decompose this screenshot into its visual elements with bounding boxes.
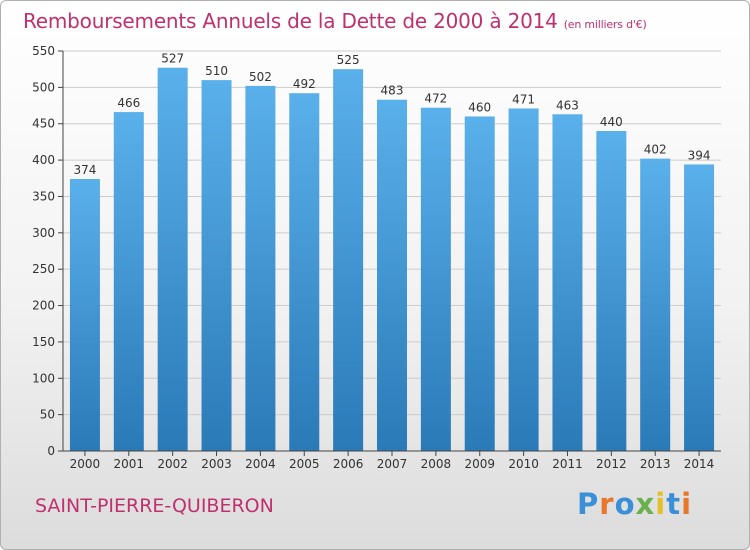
- bar: [552, 114, 583, 451]
- logo-letter: t: [666, 487, 682, 521]
- bar-value-label: 527: [161, 52, 184, 66]
- bar: [333, 69, 364, 451]
- x-tick-label: 2014: [684, 457, 715, 471]
- x-tick-label: 2008: [421, 457, 452, 471]
- bar-value-label: 402: [644, 143, 667, 157]
- bar: [420, 107, 451, 452]
- y-tick-label: 0: [47, 444, 55, 458]
- x-tick-label: 2013: [640, 457, 671, 471]
- x-tick-label: 2002: [157, 457, 188, 471]
- y-tick-label: 450: [32, 117, 55, 131]
- bar: [508, 108, 539, 452]
- bar: [113, 112, 144, 451]
- x-tick-label: 2004: [245, 457, 276, 471]
- x-tick-label: 2001: [114, 457, 145, 471]
- bar-value-label: 466: [117, 96, 140, 110]
- x-tick-label: 2010: [508, 457, 539, 471]
- bar-value-label: 502: [249, 70, 272, 84]
- y-tick-label: 500: [32, 80, 55, 94]
- bar: [684, 164, 715, 452]
- logo-letter: i: [655, 487, 667, 521]
- bar: [245, 85, 276, 451]
- bar: [69, 179, 100, 451]
- bar: [464, 116, 495, 452]
- chart-title: Remboursements Annuels de la Dette de 20…: [23, 9, 647, 33]
- bar-value-label: 463: [556, 98, 579, 112]
- bar-value-label: 460: [468, 100, 491, 114]
- axes: 0 50 100 150 200 250 300 350 400 450 500 550 2000 200…: [32, 44, 721, 471]
- bar: [640, 158, 671, 452]
- y-tick-label: 200: [32, 299, 55, 313]
- y-tick-label: 100: [32, 371, 55, 385]
- x-tick-label: 2006: [333, 457, 364, 471]
- logo-letter: o: [614, 487, 636, 521]
- logo-letter: x: [635, 487, 656, 521]
- y-tick-label: 250: [32, 262, 55, 276]
- chart-subtitle: (en milliers d'€): [563, 18, 647, 31]
- y-tick-label: 400: [32, 153, 55, 167]
- proxiti-logo[interactable]: Proxiti: [577, 487, 692, 521]
- x-tick-label: 2003: [201, 457, 232, 471]
- x-tick-label: 2009: [464, 457, 495, 471]
- bar: [157, 67, 188, 452]
- x-tick-label: 2007: [377, 457, 408, 471]
- x-tick-label: 2012: [596, 457, 627, 471]
- bar: [201, 80, 232, 451]
- y-tick-label: 350: [32, 189, 55, 203]
- y-tick-label: 300: [32, 226, 55, 240]
- bar-value-label: 525: [337, 53, 360, 67]
- bar-value-label: 471: [512, 92, 535, 106]
- bar: [289, 93, 320, 451]
- bar-value-label: 374: [73, 163, 96, 177]
- logo-letter: i: [681, 487, 693, 521]
- bar-value-label: 472: [424, 92, 447, 106]
- logo-letter: P: [577, 487, 600, 521]
- bar-value-label: 440: [600, 115, 623, 129]
- bar: [377, 99, 407, 452]
- logo-letter: r: [599, 487, 615, 521]
- chart-title-text: Remboursements Annuels de la Dette de 20…: [23, 9, 558, 33]
- bar-value-label: 394: [688, 148, 711, 162]
- bar-value-label: 492: [293, 77, 316, 91]
- city-name: SAINT-PIERRE-QUIBERON: [35, 495, 274, 517]
- x-tick-label: 2000: [70, 457, 101, 471]
- x-tick-label: 2005: [289, 457, 320, 471]
- x-tick-label: 2011: [552, 457, 583, 471]
- y-tick-label: 550: [32, 44, 55, 58]
- bars: 374 466 527 510 502 492 525 483 472 460 471 463 440 4…: [69, 52, 715, 452]
- bar: [596, 131, 627, 451]
- y-tick-label: 50: [40, 408, 55, 422]
- bar-value-label: 510: [205, 64, 228, 78]
- bar-value-label: 483: [381, 84, 404, 98]
- y-tick-label: 150: [32, 335, 55, 349]
